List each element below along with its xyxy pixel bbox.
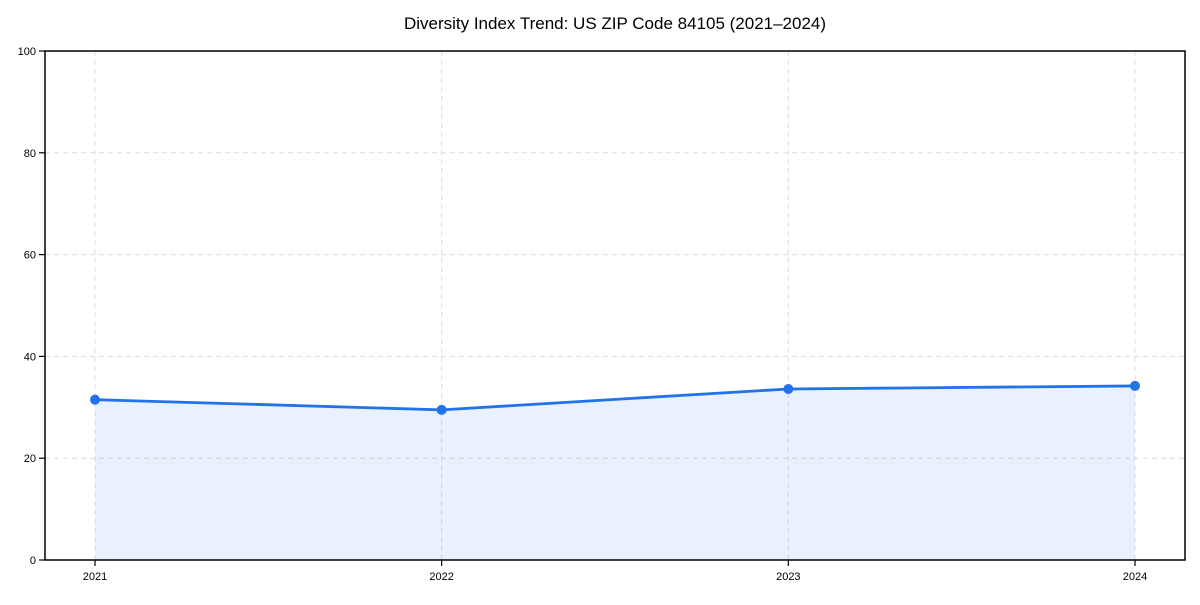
x-tick-label: 2023 <box>776 571 800 583</box>
plot-border-rect <box>44 50 1186 561</box>
data-point-2022 <box>436 404 447 415</box>
y-tick-label: 0 <box>30 555 36 567</box>
x-tick-label: 2022 <box>429 571 453 583</box>
area-fill <box>95 385 1135 560</box>
y-tick-label: 80 <box>24 148 36 160</box>
chart-title: Diversity Index Trend: US ZIP Code 84105… <box>404 14 826 33</box>
y-tick-label: 40 <box>24 351 36 363</box>
y-tick-label: 60 <box>24 250 36 262</box>
y-tick-label: 20 <box>24 453 36 465</box>
y-tick-label: 100 <box>18 46 36 58</box>
axis-ticks-and-labels: 0 20 40 60 80 100 2021 2022 2023 2024 <box>18 46 1148 583</box>
data-point-2021 <box>90 394 100 405</box>
plot-border <box>44 50 1186 561</box>
x-tick-label: 2024 <box>1123 571 1147 583</box>
trend-line-path <box>93 384 1137 412</box>
data-point-2023 <box>783 383 794 394</box>
x-tick-label: 2021 <box>83 571 107 583</box>
data-point-2024 <box>1130 380 1140 391</box>
area-fill-path <box>95 385 1135 560</box>
trend-line-series <box>90 380 1140 415</box>
